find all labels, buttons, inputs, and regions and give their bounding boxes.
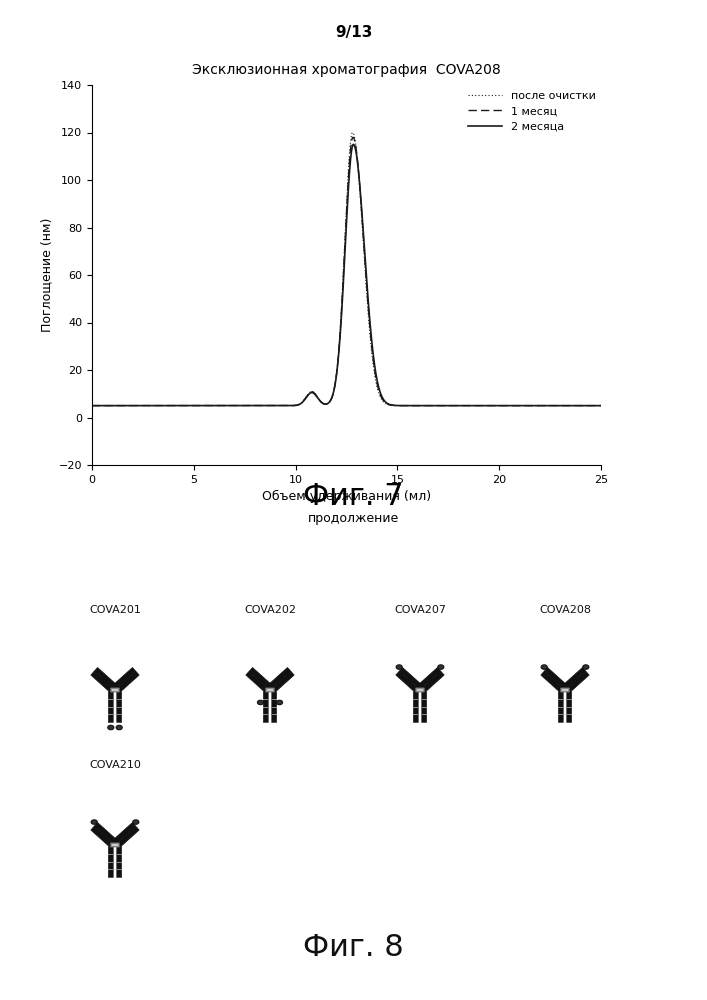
FancyBboxPatch shape <box>271 692 276 722</box>
Text: COVA208: COVA208 <box>539 605 591 615</box>
FancyBboxPatch shape <box>263 692 269 722</box>
Polygon shape <box>94 668 118 690</box>
Bar <box>117 714 122 715</box>
Bar <box>421 699 427 700</box>
FancyBboxPatch shape <box>414 692 419 722</box>
Bar <box>108 869 113 870</box>
Polygon shape <box>112 823 136 845</box>
Polygon shape <box>90 826 115 849</box>
Polygon shape <box>420 671 444 694</box>
Ellipse shape <box>276 700 283 705</box>
Ellipse shape <box>91 820 98 824</box>
Text: COVA202: COVA202 <box>244 605 296 615</box>
Polygon shape <box>565 671 589 694</box>
X-axis label: Объем удерживания (мл): Объем удерживания (мл) <box>262 490 431 503</box>
FancyBboxPatch shape <box>117 847 122 877</box>
Bar <box>263 714 269 715</box>
Polygon shape <box>90 671 115 694</box>
Polygon shape <box>249 668 274 690</box>
Text: Фиг. 7: Фиг. 7 <box>303 482 404 511</box>
Bar <box>117 854 122 855</box>
Bar <box>567 699 572 700</box>
Bar <box>108 854 113 855</box>
Polygon shape <box>267 668 291 690</box>
Polygon shape <box>115 671 139 694</box>
Text: продолжение: продолжение <box>308 512 399 525</box>
Bar <box>559 699 563 700</box>
Y-axis label: Поглощение (нм): Поглощение (нм) <box>40 218 53 332</box>
Bar <box>117 699 122 700</box>
FancyBboxPatch shape <box>416 688 424 692</box>
Text: COVA210: COVA210 <box>89 760 141 770</box>
Text: COVA207: COVA207 <box>394 605 446 615</box>
Bar <box>108 699 113 700</box>
FancyBboxPatch shape <box>108 847 113 877</box>
FancyBboxPatch shape <box>559 692 563 722</box>
Text: 9/13: 9/13 <box>335 25 372 40</box>
Bar <box>117 862 122 863</box>
Bar <box>108 862 113 863</box>
Bar <box>108 707 113 708</box>
Bar <box>271 707 276 708</box>
Bar <box>414 699 419 700</box>
Ellipse shape <box>107 725 114 730</box>
Polygon shape <box>541 671 565 694</box>
Polygon shape <box>94 823 118 845</box>
FancyBboxPatch shape <box>111 688 119 692</box>
Bar <box>117 707 122 708</box>
Ellipse shape <box>438 665 444 669</box>
Bar <box>414 714 419 715</box>
FancyBboxPatch shape <box>567 692 572 722</box>
Bar <box>567 707 572 708</box>
Bar <box>263 699 269 700</box>
Bar <box>421 707 427 708</box>
Bar <box>421 714 427 715</box>
FancyBboxPatch shape <box>111 843 119 847</box>
Polygon shape <box>561 668 586 690</box>
Text: COVA201: COVA201 <box>89 605 141 615</box>
Bar <box>414 707 419 708</box>
Bar <box>559 714 563 715</box>
Ellipse shape <box>133 820 139 824</box>
Bar <box>271 699 276 700</box>
Polygon shape <box>270 671 294 694</box>
Polygon shape <box>246 671 270 694</box>
FancyBboxPatch shape <box>108 692 113 722</box>
Title: Эксклюзионная хроматография  COVA208: Эксклюзионная хроматография COVA208 <box>192 63 501 77</box>
Polygon shape <box>399 668 423 690</box>
FancyBboxPatch shape <box>266 688 274 692</box>
FancyBboxPatch shape <box>561 688 569 692</box>
Polygon shape <box>115 826 139 849</box>
Bar <box>567 714 572 715</box>
Text: Фиг. 8: Фиг. 8 <box>303 933 404 962</box>
Ellipse shape <box>583 665 589 669</box>
Ellipse shape <box>541 665 547 669</box>
Polygon shape <box>112 668 136 690</box>
FancyBboxPatch shape <box>117 692 122 722</box>
Ellipse shape <box>257 700 264 705</box>
Bar <box>271 714 276 715</box>
Polygon shape <box>396 671 420 694</box>
Bar <box>117 869 122 870</box>
Polygon shape <box>544 668 568 690</box>
Bar <box>559 707 563 708</box>
Polygon shape <box>416 668 440 690</box>
Legend: после очистки, 1 месяц, 2 месяца: после очистки, 1 месяц, 2 месяца <box>468 91 595 132</box>
Ellipse shape <box>396 665 402 669</box>
Bar <box>263 707 269 708</box>
Bar <box>108 714 113 715</box>
Ellipse shape <box>116 725 122 730</box>
FancyBboxPatch shape <box>421 692 427 722</box>
